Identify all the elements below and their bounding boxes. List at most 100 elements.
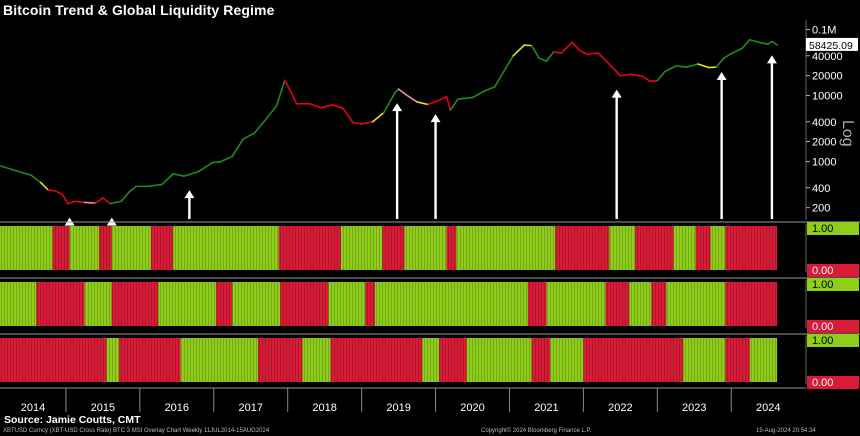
price-segment xyxy=(109,200,123,205)
price-segment xyxy=(383,91,396,114)
price-segment xyxy=(663,65,677,73)
price-y-tick-label: 200 xyxy=(812,203,830,215)
regime-block xyxy=(725,226,778,270)
price-segment xyxy=(397,88,407,96)
buy-signal-arrow-head xyxy=(716,72,727,81)
price-segment xyxy=(438,95,448,101)
regime-block xyxy=(531,338,551,382)
price-segment xyxy=(630,73,644,78)
price-segment xyxy=(183,170,200,177)
regime-block xyxy=(99,226,112,270)
price-y-tick-label: 40000 xyxy=(812,51,843,63)
value-box-high xyxy=(807,334,859,347)
regime-panels: 1.00 0.00 1.00 0.00 1.00 0.00 xyxy=(0,221,860,389)
regime-block xyxy=(550,338,584,382)
price-segment xyxy=(730,47,744,55)
regime-block xyxy=(52,226,70,270)
buy-signal-arrow-head xyxy=(766,55,777,64)
price-segment xyxy=(553,50,563,54)
price-segment xyxy=(120,191,130,203)
regime-block xyxy=(725,282,778,326)
price-segment xyxy=(290,91,298,105)
price-segment xyxy=(619,73,633,77)
price-segment xyxy=(73,200,86,204)
price-segment xyxy=(405,93,418,103)
regime-block xyxy=(0,282,37,326)
buy-signal-arrow-head xyxy=(430,114,441,123)
price-y-tick-label: 0.1M xyxy=(812,25,836,37)
price-segment xyxy=(708,66,718,69)
footer-security-info: XBTUSD Curncy (XBT-USD Cross Rate) BTC 3… xyxy=(3,428,270,434)
price-y-axis-label: Log xyxy=(839,120,856,147)
price-segment xyxy=(127,185,137,194)
price-y-tick-label: 10000 xyxy=(812,91,843,103)
regime-block xyxy=(119,338,181,382)
buy-signal-arrow-head xyxy=(392,103,403,112)
regime-block xyxy=(0,338,107,382)
price-segment xyxy=(715,57,725,68)
regime-block xyxy=(725,338,750,382)
x-tick-label: 2024 xyxy=(756,402,780,414)
regime-block xyxy=(651,282,667,326)
price-segment xyxy=(760,41,770,45)
regime-block xyxy=(111,226,151,270)
price-segment xyxy=(211,160,222,164)
chart-title: Bitcoin Trend & Global Liquidity Regime xyxy=(3,2,275,18)
price-segment xyxy=(597,52,611,65)
price-segment xyxy=(283,79,293,94)
regime-block xyxy=(404,226,447,270)
regime-block xyxy=(0,226,53,270)
price-segment xyxy=(172,173,186,177)
regime-block xyxy=(106,338,120,382)
regime-panel-2: 1.00 0.00 xyxy=(0,278,859,333)
panel-y-tick-label: 1.00 xyxy=(812,223,833,235)
price-segment xyxy=(67,200,76,205)
regime-block xyxy=(328,282,366,326)
regime-block xyxy=(374,282,528,326)
price-segment xyxy=(320,104,333,109)
price-segment xyxy=(545,50,555,63)
regime-block xyxy=(635,226,674,270)
price-segment xyxy=(493,67,507,88)
x-tick-label: 2016 xyxy=(165,402,189,414)
regime-block xyxy=(456,226,556,270)
regime-block xyxy=(302,338,331,382)
price-y-tick-label: 2000 xyxy=(812,137,836,149)
price-y-tick-label: 400 xyxy=(812,183,830,195)
price-line xyxy=(0,38,778,205)
buy-signal-arrow-head xyxy=(184,190,195,199)
regime-block xyxy=(365,282,375,326)
price-segment xyxy=(61,193,69,205)
price-segment xyxy=(471,90,485,99)
regime-block xyxy=(69,226,100,270)
value-box-low xyxy=(807,264,859,277)
regime-block xyxy=(330,338,423,382)
x-tick-label: 2021 xyxy=(534,402,558,414)
x-tick-label: 2015 xyxy=(91,402,115,414)
regime-block xyxy=(466,338,532,382)
price-segment xyxy=(39,181,49,191)
last-price-label: 58425.09 xyxy=(809,40,853,52)
regime-block xyxy=(180,338,259,382)
x-tick-label: 2020 xyxy=(460,402,484,414)
last-price-box xyxy=(806,37,858,51)
regime-block xyxy=(666,282,726,326)
buy-signal-arrow-head xyxy=(611,89,622,98)
price-segment xyxy=(560,41,574,54)
regime-block xyxy=(173,226,279,270)
regime-block xyxy=(749,338,778,382)
regime-block xyxy=(605,282,630,326)
value-box-low xyxy=(807,320,859,333)
price-segment xyxy=(83,201,97,204)
regime-panel-1: 1.00 0.00 xyxy=(0,222,859,277)
price-segment xyxy=(331,104,344,110)
regime-block xyxy=(232,282,281,326)
regime-block xyxy=(710,226,726,270)
regime-block xyxy=(150,226,174,270)
regime-block xyxy=(583,338,684,382)
price-segment xyxy=(748,38,762,44)
price-segment xyxy=(771,40,778,46)
panel-y-tick-label: 0.00 xyxy=(812,321,833,333)
price-segment xyxy=(641,75,651,82)
